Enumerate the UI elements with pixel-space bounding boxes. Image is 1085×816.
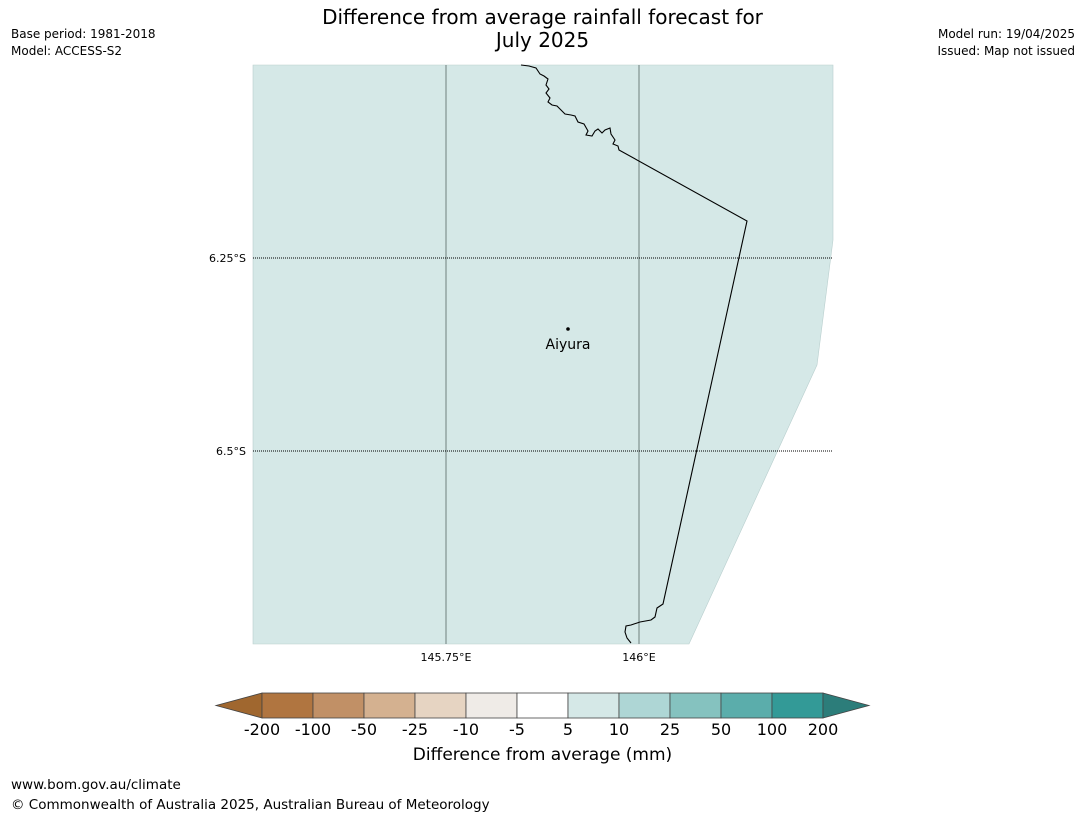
colorbar-tick-label: -200 — [244, 720, 280, 739]
lat-label-6-25: 6.25°S — [209, 252, 246, 265]
colorbar-tick-label: -10 — [453, 720, 479, 739]
model-run-label: Model run: 19/04/2025 — [937, 27, 1075, 41]
header-left: Base period: 1981-2018 Model: ACCESS-S2 — [11, 26, 156, 60]
colorbar-tick-label: 5 — [563, 720, 573, 739]
colorbar-tick-label: 200 — [808, 720, 839, 739]
colorbar-segment — [414, 692, 467, 719]
colorbar-extend-high — [822, 692, 871, 719]
footer: www.bom.gov.au/climate © Commonwealth of… — [11, 775, 490, 815]
colorbar-segment — [312, 692, 365, 719]
colorbar-tick-label: -25 — [402, 720, 428, 739]
base-period-label: Base period: 1981-2018 — [11, 27, 156, 41]
footer-url: www.bom.gov.au/climate — [11, 777, 181, 793]
lon-label-145-75: 145.75°E — [421, 651, 472, 664]
title-line-1: Difference from average rainfall forecas… — [322, 5, 763, 29]
colorbar-tick-label: 100 — [757, 720, 788, 739]
model-label: Model: ACCESS-S2 — [11, 44, 123, 58]
coastline-border — [520, 64, 748, 644]
colorbar-segment — [720, 692, 773, 719]
colorbar-tick-label: 50 — [711, 720, 731, 739]
colorbar-segment — [618, 692, 671, 719]
lon-label-146: 146°E — [622, 651, 655, 664]
colorbar-tick-label: -50 — [351, 720, 377, 739]
colorbar-tick-label: -100 — [295, 720, 331, 739]
colorbar-tick-label: -5 — [509, 720, 525, 739]
aiyura-marker-icon — [566, 327, 570, 331]
map-title: Difference from average rainfall forecas… — [0, 6, 1085, 52]
colorbar-title: Difference from average (mm) — [412, 745, 673, 765]
colorbar-segment — [669, 692, 722, 719]
colorbar-tick-label: 10 — [609, 720, 629, 739]
colorbar-segment — [516, 692, 569, 719]
header-right: Model run: 19/04/2025 Issued: Map not is… — [937, 26, 1075, 60]
colorbar-segment — [363, 692, 416, 719]
colorbar-segment — [261, 692, 314, 719]
title-line-2: July 2025 — [495, 28, 590, 52]
colorbar: -200 -100 -50 -25 -10 -5 5 10 25 50 100 200 — [214, 692, 871, 739]
colorbar-tick-label: 25 — [660, 720, 680, 739]
colorbar-segment — [567, 692, 620, 719]
forecast-area — [252, 64, 834, 645]
lat-label-6-5: 6.5°S — [216, 445, 246, 458]
aiyura-label: Aiyura — [546, 337, 591, 353]
colorbar-extend-low — [214, 692, 263, 719]
colorbar-segment — [465, 692, 518, 719]
colorbar-segment — [771, 692, 824, 719]
footer-copyright: © Commonwealth of Australia 2025, Austra… — [11, 797, 490, 813]
issued-label: Issued: Map not issued — [937, 44, 1075, 58]
